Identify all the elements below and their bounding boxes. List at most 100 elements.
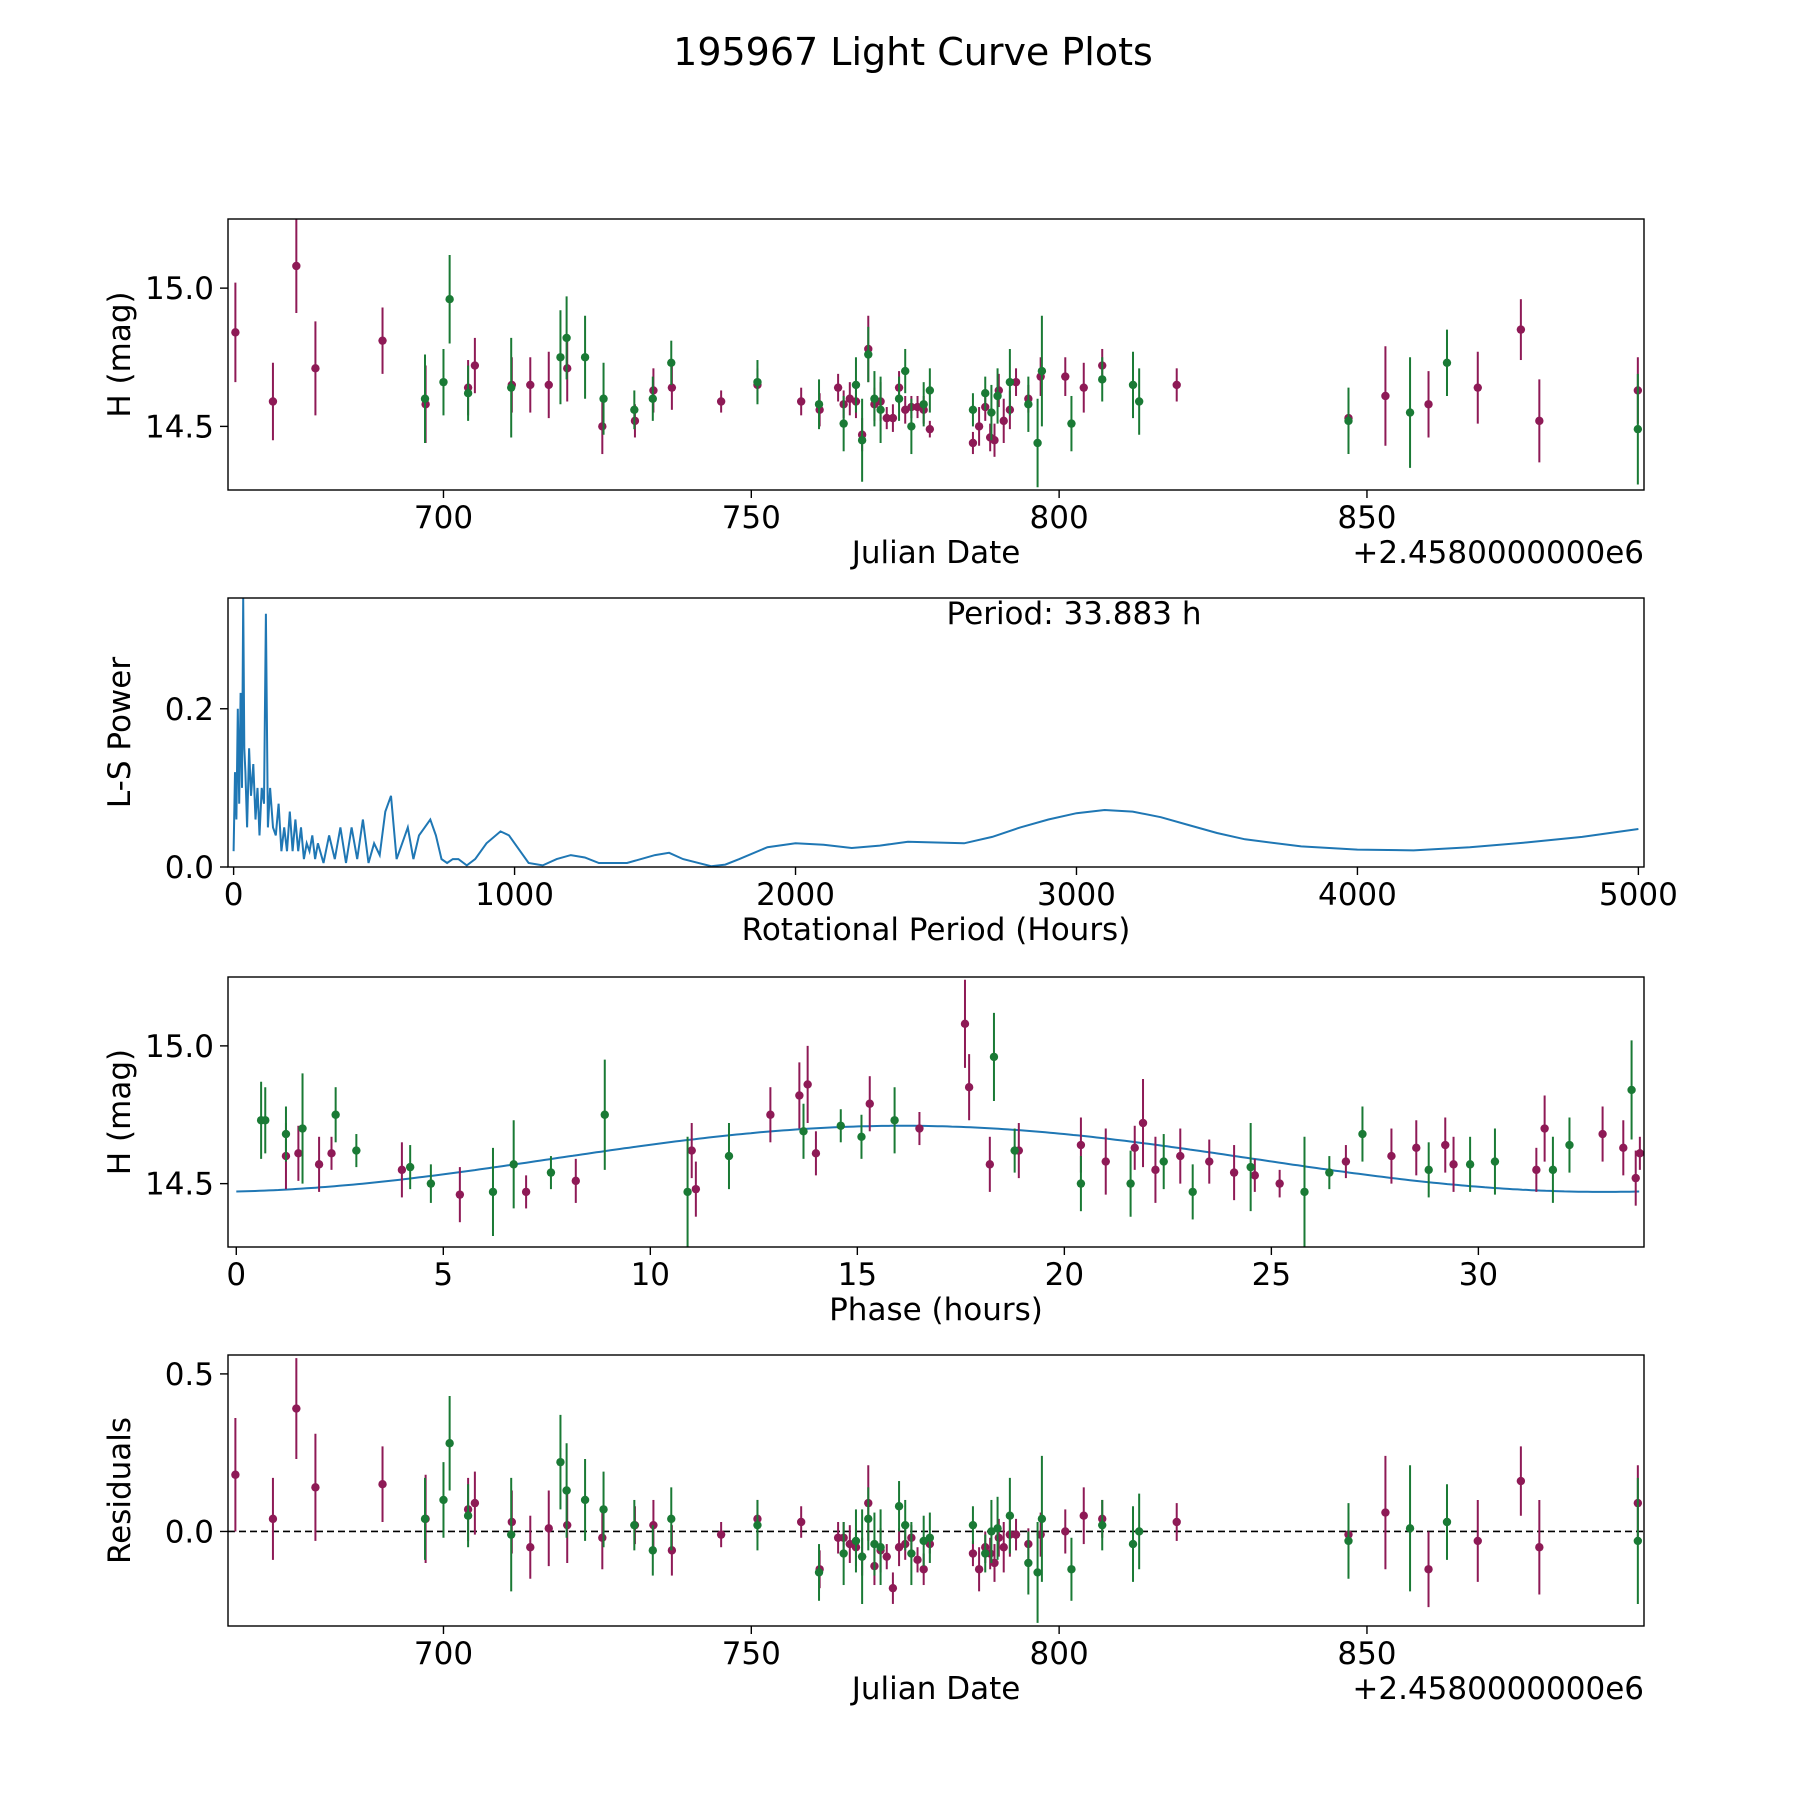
phase-point [1449, 1136, 1458, 1192]
resid-point [420, 1477, 430, 1560]
phase-point [298, 1073, 307, 1184]
data-point [352, 1146, 361, 1155]
phase-point [1275, 1169, 1284, 1198]
phase-point [1412, 1120, 1421, 1176]
lc-point [894, 376, 904, 421]
x-tick-label: 0 [224, 877, 244, 913]
lc-point [526, 357, 535, 413]
resid-point [1024, 1531, 1033, 1595]
data-point [1061, 1527, 1070, 1536]
resid-point [445, 1395, 454, 1491]
data-point [544, 380, 553, 390]
data-point [378, 336, 387, 345]
lc-point [1024, 376, 1033, 432]
phase-point [1229, 1145, 1239, 1201]
lc-point [907, 398, 916, 455]
phase-point [1300, 1136, 1309, 1247]
phase-point [571, 1158, 580, 1203]
lc-point [870, 371, 879, 427]
resid-point [968, 1540, 978, 1567]
data-point [420, 1514, 430, 1524]
data-point [667, 383, 677, 392]
resid-point [580, 1458, 590, 1541]
resid-point [913, 1547, 922, 1573]
data-point [600, 1110, 609, 1119]
x-tick-label: 700 [414, 500, 473, 536]
phase-point [600, 1059, 609, 1170]
data-point [1344, 1536, 1353, 1546]
lc-point [556, 310, 565, 405]
data-point [1229, 1168, 1239, 1177]
lc-point [292, 219, 301, 314]
data-point [1024, 400, 1033, 409]
lc-point [1134, 368, 1144, 435]
data-point [882, 413, 891, 423]
data-point [894, 1502, 904, 1511]
data-point [1598, 1129, 1607, 1139]
lc-point [378, 307, 387, 374]
lc-point [974, 407, 984, 446]
resid-point [1079, 1487, 1088, 1545]
phase-point [1631, 1150, 1640, 1206]
data-point [1381, 1508, 1390, 1517]
phase-point [1598, 1106, 1607, 1162]
data-point [556, 1457, 565, 1467]
data-point [470, 1498, 480, 1508]
y-tick-label: 0.0 [165, 1514, 214, 1550]
data-point [1535, 1543, 1544, 1552]
x-tick-label: 700 [414, 1636, 473, 1672]
data-point [857, 1552, 867, 1561]
data-point [439, 377, 448, 387]
y-tick-label: 15.0 [145, 1029, 214, 1065]
lc-point [753, 360, 762, 405]
data-point [1619, 1143, 1628, 1153]
data-point [974, 422, 984, 431]
resid-point [526, 1515, 535, 1579]
data-point [281, 1129, 291, 1139]
lc-point [876, 376, 885, 443]
data-point [968, 405, 978, 415]
lc-plot-area [231, 219, 1643, 488]
phase-point [314, 1136, 324, 1192]
resid-point [378, 1446, 387, 1523]
resid-point [882, 1544, 891, 1570]
resid-point [1473, 1499, 1482, 1582]
data-point [599, 1505, 608, 1514]
phase-point [1151, 1136, 1160, 1203]
data-point [1441, 1140, 1450, 1150]
data-point [1449, 1160, 1458, 1169]
lc-point [420, 354, 430, 443]
phase-point [1490, 1128, 1500, 1195]
lc-point [993, 368, 1002, 424]
x-tick-label: 800 [1030, 500, 1089, 536]
data-point [231, 1470, 240, 1479]
data-point [1079, 1511, 1088, 1520]
data-point [907, 422, 916, 431]
data-point [1442, 1517, 1452, 1527]
phase-point [546, 1156, 556, 1190]
x-tick-label: 20 [1045, 1257, 1084, 1293]
data-point [556, 353, 565, 362]
data-point [1098, 1520, 1107, 1530]
data-point [463, 1511, 473, 1520]
phase-point [795, 1062, 804, 1129]
data-point [925, 386, 935, 395]
x-axis-label: Julian Date [850, 1671, 1021, 1707]
data-point [814, 400, 824, 409]
phase-point [1188, 1164, 1197, 1220]
data-point [1473, 383, 1482, 392]
lc-point [1473, 351, 1482, 424]
data-point [580, 1495, 590, 1505]
lc-point [1079, 362, 1088, 413]
resid-plot-area [228, 1358, 1644, 1623]
data-point [994, 1533, 1003, 1542]
data-point [1079, 383, 1088, 392]
x-tick-label: 800 [1030, 1636, 1089, 1672]
data-point [526, 380, 535, 390]
data-point [311, 364, 320, 373]
x-tick-label: 750 [722, 1636, 781, 1672]
resid-point [753, 1499, 762, 1551]
data-point [987, 408, 996, 417]
data-point [1635, 1149, 1644, 1158]
x-tick-label: 10 [631, 1257, 670, 1293]
